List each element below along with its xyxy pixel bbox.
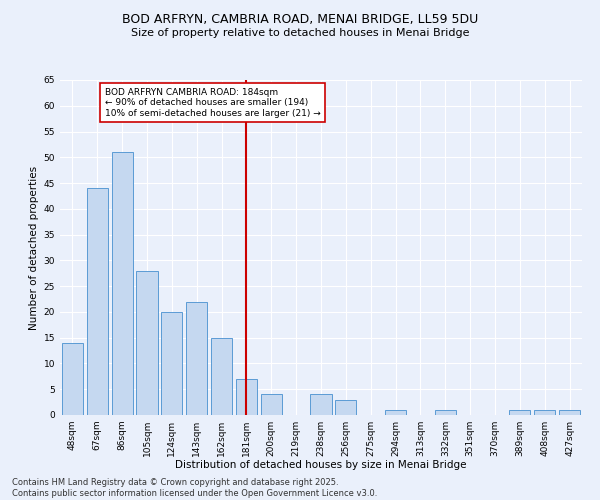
Bar (310, 394, 332, 415)
Y-axis label: Number of detached properties: Number of detached properties (29, 166, 40, 330)
Text: Size of property relative to detached houses in Menai Bridge: Size of property relative to detached ho… (131, 28, 469, 38)
Text: BOD ARFRYN, CAMBRIA ROAD, MENAI BRIDGE, LL59 5DU: BOD ARFRYN, CAMBRIA ROAD, MENAI BRIDGE, … (122, 12, 478, 26)
Text: Contains HM Land Registry data © Crown copyright and database right 2025.
Contai: Contains HM Land Registry data © Crown c… (12, 478, 377, 498)
Bar (112, 152, 133, 415)
Bar (385, 410, 406, 415)
Bar (236, 379, 257, 415)
Bar (186, 302, 207, 415)
Bar (161, 312, 182, 415)
X-axis label: Distribution of detached houses by size in Menai Bridge: Distribution of detached houses by size … (175, 460, 467, 470)
Bar (335, 400, 356, 415)
Bar (261, 394, 282, 415)
Bar (62, 343, 83, 415)
Bar (534, 410, 555, 415)
Bar (87, 188, 108, 415)
Bar (211, 338, 232, 415)
Bar (509, 410, 530, 415)
Bar (559, 410, 580, 415)
Bar (435, 410, 456, 415)
Text: BOD ARFRYN CAMBRIA ROAD: 184sqm
← 90% of detached houses are smaller (194)
10% o: BOD ARFRYN CAMBRIA ROAD: 184sqm ← 90% of… (105, 88, 320, 118)
Bar (136, 270, 158, 415)
